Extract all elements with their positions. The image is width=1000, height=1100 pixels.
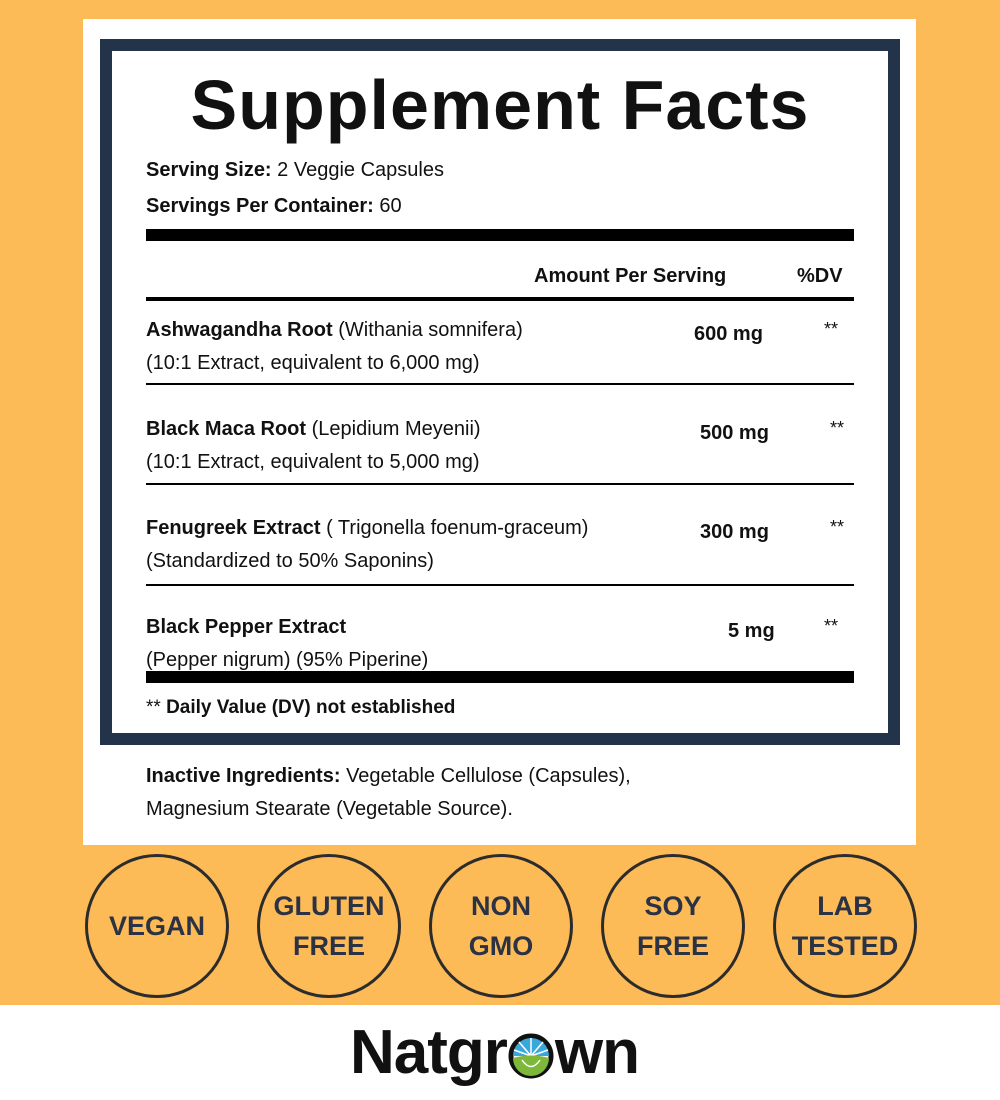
serving-size: Serving Size: 2 Veggie Capsules <box>146 159 444 181</box>
inactive-ingredients: Inactive Ingredients: Vegetable Cellulos… <box>146 765 631 820</box>
ingredient-row: Ashwagandha Root (Withania somnifera) (10… <box>146 319 523 374</box>
divider <box>146 297 854 301</box>
supplement-facts-box: Supplement Facts Serving Size: 2 Veggie … <box>100 39 900 745</box>
servings-per-container: Servings Per Container: 60 <box>146 195 402 217</box>
footnote: ** Daily Value (DV) not established <box>146 697 456 718</box>
dv-header: %DV <box>797 265 843 287</box>
ingredient-amount: 5 mg <box>728 620 775 642</box>
ingredient-row: Black Pepper Extract (Pepper nigrum) (95%… <box>146 616 429 671</box>
page-title: Supplement Facts <box>190 66 810 144</box>
brand-logo: Natgr wn <box>350 1018 640 1087</box>
ingredient-amount: 600 mg <box>694 323 763 345</box>
ingredient-row: Black Maca Root (Lepidium Meyenii) (10:1 … <box>146 418 481 473</box>
divider <box>146 229 854 241</box>
divider <box>146 383 854 385</box>
ingredient-dv: ** <box>830 517 845 537</box>
badge-vegan: VEGAN <box>85 854 229 998</box>
divider <box>146 584 854 586</box>
amount-header: Amount Per Serving <box>534 265 727 287</box>
divider <box>146 483 854 485</box>
ingredient-dv: ** <box>830 418 845 438</box>
divider <box>146 671 854 683</box>
footer: Natgr wn <box>0 1005 1000 1100</box>
ingredient-amount: 500 mg <box>700 422 769 444</box>
ingredient-dv: ** <box>824 319 839 339</box>
badge-lab-tested: LAB TESTED <box>773 854 917 998</box>
badge-soy-free: SOY FREE <box>601 854 745 998</box>
badge-non-gmo: NON GMO <box>429 854 573 998</box>
ingredient-row: Fenugreek Extract ( Trigonella foenum-gr… <box>146 517 589 572</box>
badge-gluten-free: GLUTEN FREE <box>257 854 401 998</box>
ingredient-amount: 300 mg <box>700 521 769 543</box>
ingredient-dv: ** <box>824 616 839 636</box>
sun-leaf-icon <box>508 1033 554 1078</box>
